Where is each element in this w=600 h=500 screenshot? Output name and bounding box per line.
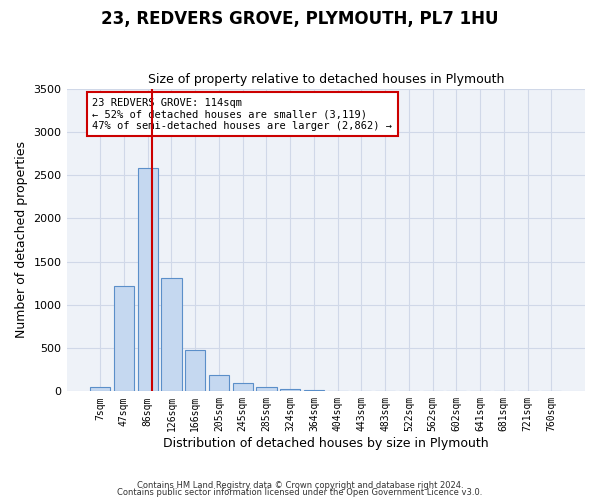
- Y-axis label: Number of detached properties: Number of detached properties: [15, 142, 28, 338]
- X-axis label: Distribution of detached houses by size in Plymouth: Distribution of detached houses by size …: [163, 437, 488, 450]
- Bar: [304, 390, 324, 392]
- Bar: [161, 278, 182, 392]
- Bar: [90, 387, 110, 392]
- Text: 23, REDVERS GROVE, PLYMOUTH, PL7 1HU: 23, REDVERS GROVE, PLYMOUTH, PL7 1HU: [101, 10, 499, 28]
- Title: Size of property relative to detached houses in Plymouth: Size of property relative to detached ho…: [148, 73, 504, 86]
- Bar: [209, 376, 229, 392]
- Bar: [280, 388, 300, 392]
- Text: Contains public sector information licensed under the Open Government Licence v3: Contains public sector information licen…: [118, 488, 482, 497]
- Bar: [137, 168, 158, 392]
- Bar: [233, 382, 253, 392]
- Bar: [256, 386, 277, 392]
- Bar: [185, 350, 205, 392]
- Text: 23 REDVERS GROVE: 114sqm
← 52% of detached houses are smaller (3,119)
47% of sem: 23 REDVERS GROVE: 114sqm ← 52% of detach…: [92, 98, 392, 131]
- Text: Contains HM Land Registry data © Crown copyright and database right 2024.: Contains HM Land Registry data © Crown c…: [137, 480, 463, 490]
- Bar: [114, 286, 134, 392]
